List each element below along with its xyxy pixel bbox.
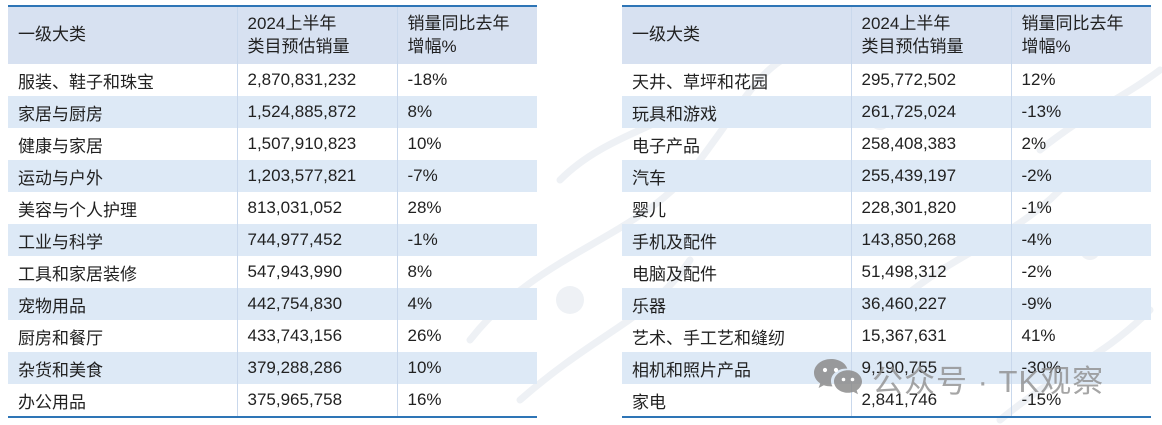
- table-row: 美容与个人护理 813,031,052 28%: [8, 192, 537, 224]
- growth-cell: -4%: [1010, 224, 1151, 256]
- category-sales-table-right: 一级大类 2024上半年 类目预估销量 销量同比去年 增幅% 天井、草坪和花园 295,…: [622, 5, 1151, 418]
- growth-cell: -9%: [1010, 288, 1151, 320]
- growth-cell: 12%: [1010, 64, 1151, 96]
- sales-cell: 36,460,227: [850, 288, 1011, 320]
- sales-cell: 9,190,755: [850, 352, 1011, 384]
- table-row: 汽车 255,439,197 -2%: [622, 160, 1151, 192]
- growth-cell: 8%: [396, 96, 537, 128]
- category-cell: 电子产品: [632, 136, 700, 156]
- sales-cell: 255,439,197: [850, 160, 1011, 192]
- sales-cell: 261,725,024: [850, 96, 1011, 128]
- category-cell: 婴儿: [632, 200, 666, 220]
- table-row: 服装、鞋子和珠宝 2,870,831,232 -18%: [8, 64, 537, 96]
- category-cell: 杂货和美食: [18, 360, 103, 380]
- growth-cell: -30%: [1010, 352, 1151, 384]
- table-row: 婴儿 228,301,820 -1%: [622, 192, 1151, 224]
- category-cell: 运动与户外: [18, 168, 103, 188]
- table-row: 厨房和餐厅 433,743,156 26%: [8, 320, 537, 352]
- sales-cell: 813,031,052: [236, 192, 397, 224]
- growth-cell: 4%: [396, 288, 537, 320]
- table-row: 工具和家居装修 547,943,990 8%: [8, 256, 537, 288]
- growth-cell: 16%: [396, 384, 537, 417]
- table-row: 电子产品 258,408,383 2%: [622, 128, 1151, 160]
- category-cell: 美容与个人护理: [18, 200, 137, 220]
- sales-cell: 2,841,746: [850, 384, 1011, 417]
- table-row: 手机及配件 143,850,268 -4%: [622, 224, 1151, 256]
- sales-cell: 258,408,383: [850, 128, 1011, 160]
- category-cell: 家居与厨房: [18, 104, 103, 124]
- table-row: 玩具和游戏 261,725,024 -13%: [622, 96, 1151, 128]
- sales-cell: 15,367,631: [850, 320, 1011, 352]
- table-row: 家电 2,841,746 -15%: [622, 384, 1151, 417]
- growth-cell: -13%: [1010, 96, 1151, 128]
- category-cell: 乐器: [632, 296, 666, 316]
- sales-cell: 1,524,885,872: [236, 96, 397, 128]
- column-header: 一级大类: [622, 6, 851, 64]
- growth-cell: -15%: [1010, 384, 1151, 417]
- column-header: 销量同比去年 增幅%: [396, 6, 537, 64]
- sales-cell: 1,507,910,823: [236, 128, 397, 160]
- growth-cell: 8%: [396, 256, 537, 288]
- category-cell: 艺术、手工艺和缝纫: [632, 328, 785, 348]
- column-header: 2024上半年 类目预估销量: [850, 6, 1011, 64]
- category-cell: 手机及配件: [632, 232, 717, 252]
- header-row: 一级大类 2024上半年 类目预估销量 销量同比去年 增幅%: [622, 6, 1151, 64]
- growth-cell: 26%: [396, 320, 537, 352]
- table-row: 运动与户外 1,203,577,821 -7%: [8, 160, 537, 192]
- category-cell: 家电: [632, 392, 666, 412]
- table-row: 工业与科学 744,977,452 -1%: [8, 224, 537, 256]
- sales-cell: 228,301,820: [850, 192, 1011, 224]
- sales-cell: 375,965,758: [236, 384, 397, 417]
- sales-cell: 51,498,312: [850, 256, 1011, 288]
- category-cell: 玩具和游戏: [632, 104, 717, 124]
- category-cell: 天井、草坪和花园: [632, 72, 768, 92]
- table-row: 乐器 36,460,227 -9%: [622, 288, 1151, 320]
- sales-cell: 2,870,831,232: [236, 64, 397, 96]
- growth-cell: -2%: [1010, 256, 1151, 288]
- growth-cell: -1%: [1010, 192, 1151, 224]
- column-header: 2024上半年 类目预估销量: [236, 6, 397, 64]
- table-row: 艺术、手工艺和缝纫 15,367,631 41%: [622, 320, 1151, 352]
- category-cell: 工业与科学: [18, 232, 103, 252]
- category-cell: 电脑及配件: [632, 264, 717, 284]
- category-cell: 工具和家居装修: [18, 264, 137, 284]
- sales-cell: 1,203,577,821: [236, 160, 397, 192]
- growth-cell: 10%: [396, 128, 537, 160]
- growth-cell: -18%: [396, 64, 537, 96]
- growth-cell: -2%: [1010, 160, 1151, 192]
- table-row: 相机和照片产品 9,190,755 -30%: [622, 352, 1151, 384]
- growth-cell: -7%: [396, 160, 537, 192]
- sales-cell: 295,772,502: [850, 64, 1011, 96]
- category-cell: 服装、鞋子和珠宝: [18, 72, 154, 92]
- category-cell: 相机和照片产品: [632, 360, 751, 380]
- header-row: 一级大类 2024上半年 类目预估销量 销量同比去年 增幅%: [8, 6, 537, 64]
- sales-cell: 143,850,268: [850, 224, 1011, 256]
- category-sales-table-left: 一级大类 2024上半年 类目预估销量 销量同比去年 增幅% 服装、鞋子和珠宝 2,87…: [8, 5, 537, 418]
- category-cell: 汽车: [632, 168, 666, 188]
- category-cell: 厨房和餐厅: [18, 328, 103, 348]
- sales-cell: 547,943,990: [236, 256, 397, 288]
- sales-cell: 744,977,452: [236, 224, 397, 256]
- sales-cell: 442,754,830: [236, 288, 397, 320]
- growth-cell: 10%: [396, 352, 537, 384]
- growth-cell: 28%: [396, 192, 537, 224]
- growth-cell: 2%: [1010, 128, 1151, 160]
- growth-cell: 41%: [1010, 320, 1151, 352]
- table-row: 办公用品 375,965,758 16%: [8, 384, 537, 417]
- column-header: 销量同比去年 增幅%: [1010, 6, 1151, 64]
- table-row: 家居与厨房 1,524,885,872 8%: [8, 96, 537, 128]
- table-row: 杂货和美食 379,288,286 10%: [8, 352, 537, 384]
- category-cell: 办公用品: [18, 392, 86, 412]
- category-cell: 健康与家居: [18, 136, 103, 156]
- column-header: 一级大类: [8, 6, 237, 64]
- category-cell: 宠物用品: [18, 296, 86, 316]
- table-row: 天井、草坪和花园 295,772,502 12%: [622, 64, 1151, 96]
- sales-cell: 379,288,286: [236, 352, 397, 384]
- table-row: 健康与家居 1,507,910,823 10%: [8, 128, 537, 160]
- growth-cell: -1%: [396, 224, 537, 256]
- table-row: 电脑及配件 51,498,312 -2%: [622, 256, 1151, 288]
- table-row: 宠物用品 442,754,830 4%: [8, 288, 537, 320]
- sales-cell: 433,743,156: [236, 320, 397, 352]
